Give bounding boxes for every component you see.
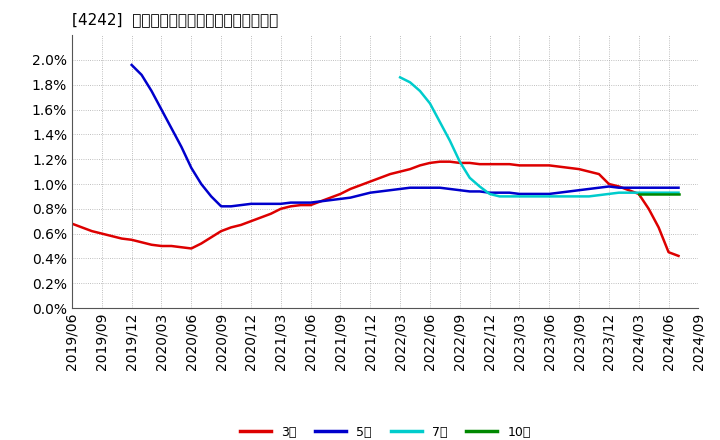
- Text: [4242]  経常利益マージンの標準偏差の推移: [4242] 経常利益マージンの標準偏差の推移: [72, 12, 278, 27]
- Legend: 3年, 5年, 7年, 10年: 3年, 5年, 7年, 10年: [235, 421, 536, 440]
